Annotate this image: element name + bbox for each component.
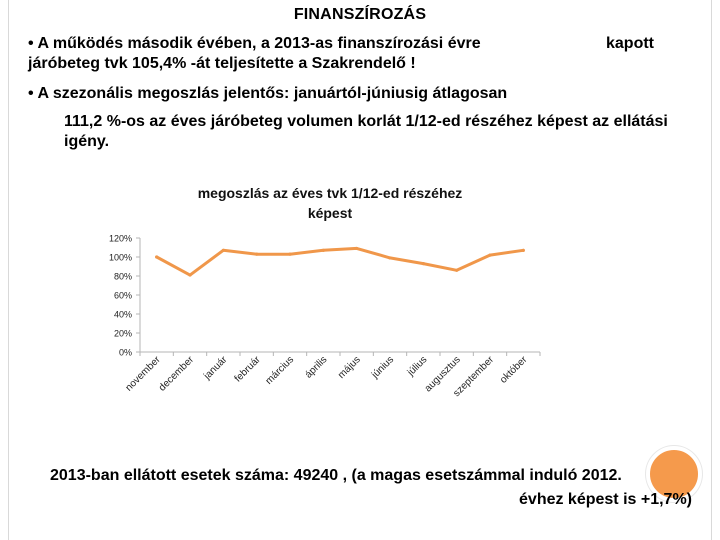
data-point	[388, 256, 392, 260]
data-point	[255, 252, 259, 256]
x-tick-label: február	[233, 354, 264, 385]
data-point	[488, 253, 492, 257]
x-tick-label: október	[498, 354, 530, 386]
x-tick-label: november	[124, 354, 164, 394]
slide-frame-left	[8, 0, 9, 540]
y-tick-label: 40%	[114, 310, 132, 320]
chart-title-line-1: megoszlás az éves tvk 1/12-ed részéhez	[197, 185, 463, 201]
y-tick-label: 0%	[119, 348, 132, 358]
y-tick-label: 120%	[109, 234, 132, 244]
x-tick-label: június	[369, 354, 396, 381]
footer-line-2: évhez képest is +1,7%)	[519, 491, 692, 508]
bullet-2-continuation: 111,2 %-os az éves járóbeteg volumen kor…	[64, 113, 668, 150]
x-tick-label: december	[157, 354, 197, 394]
y-tick-label: 100%	[109, 253, 132, 263]
bullet-2: • A szezonális megoszlás jelentős: januá…	[28, 85, 508, 102]
y-tick-label: 80%	[114, 272, 132, 282]
footer-line-1: 2013-ban ellátott esetek száma: 49240 , …	[50, 467, 622, 484]
chart-title-line-2: képest	[307, 205, 353, 221]
decorative-orange-circle	[646, 446, 702, 502]
data-point	[355, 246, 359, 251]
bullet-1-line-1: • A működés második évében, a 2013-as fi…	[28, 35, 481, 52]
x-tick-label: július	[405, 354, 430, 379]
bullet-1-line-2: járóbeteg tvk 105,4% -át teljesítette a …	[28, 55, 416, 72]
data-point	[321, 248, 325, 252]
data-point	[288, 252, 292, 256]
data-point	[188, 273, 192, 277]
x-tick-label: március	[264, 354, 297, 387]
bullet-1-end-word: kapott	[606, 35, 654, 52]
data-point	[521, 248, 525, 252]
data-point	[421, 262, 425, 266]
slide-frame-right	[711, 0, 712, 540]
y-tick-label: 60%	[114, 291, 132, 301]
data-point	[455, 268, 459, 272]
data-point	[155, 255, 159, 259]
data-point	[221, 248, 225, 252]
y-tick-label: 20%	[114, 329, 132, 339]
page-title: FINANSZÍROZÁS	[293, 6, 427, 23]
x-tick-label: április	[303, 354, 329, 380]
series-line	[155, 246, 525, 277]
chart-title: megoszlás az éves tvk 1/12-ed részéhez k…	[140, 183, 520, 223]
x-tick-label: január	[201, 354, 230, 383]
x-tick-label: május	[336, 354, 363, 381]
bullet-1: • A működés második évében, a 2013-as fi…	[28, 34, 688, 74]
